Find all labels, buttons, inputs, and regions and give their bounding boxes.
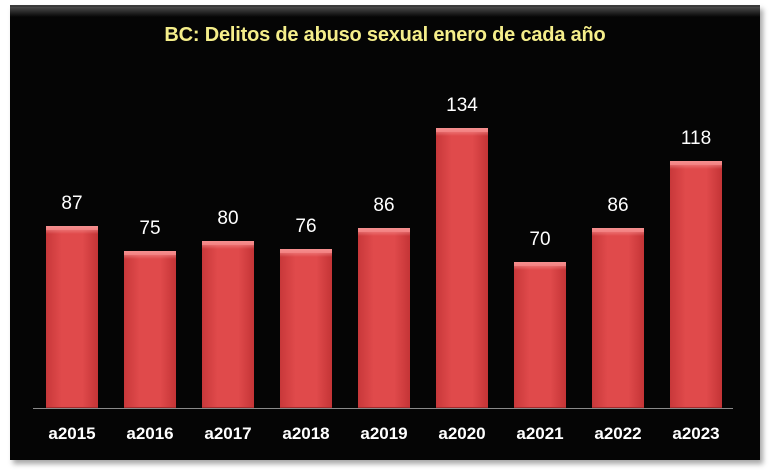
bar-a2020: [436, 128, 488, 408]
x-tick-label: a2020: [438, 424, 486, 443]
data-label: 76: [295, 216, 317, 237]
data-label: 70: [529, 229, 551, 250]
x-axis-line: [33, 408, 733, 409]
bar-a2016: [124, 251, 176, 408]
data-label: 87: [61, 193, 83, 214]
x-tick-label: a2019: [360, 424, 408, 443]
bar-a2023: [670, 161, 722, 408]
data-label: 86: [373, 195, 395, 216]
x-tick-label: a2016: [126, 424, 174, 443]
bar-a2018: [280, 249, 332, 408]
x-tick-label: a2021: [516, 424, 564, 443]
bar-a2019: [358, 228, 410, 408]
bar-a2015: [46, 226, 98, 408]
bar-a2021: [514, 262, 566, 408]
x-tick-label: a2017: [204, 424, 252, 443]
bar-a2022: [592, 228, 644, 408]
chart-title: BC: Delitos de abuso sexual enero de cad…: [164, 24, 606, 46]
data-label: 86: [607, 195, 629, 216]
x-tick-label: a2022: [594, 424, 642, 443]
x-tick-label: a2015: [48, 424, 96, 443]
data-label: 118: [680, 128, 712, 149]
data-label: 75: [139, 218, 161, 239]
bar-a2017: [202, 241, 254, 408]
x-tick-label: a2023: [672, 424, 720, 443]
data-label: 134: [446, 95, 478, 116]
x-tick-label: a2018: [282, 424, 330, 443]
data-label: 80: [217, 208, 239, 229]
